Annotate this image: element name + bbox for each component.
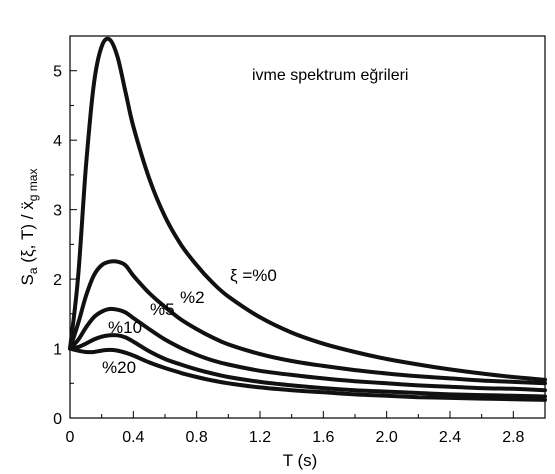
chart-title: ivme spektrum eğrileri xyxy=(252,67,408,84)
x-tick-label: 0 xyxy=(66,429,75,446)
y-tick-label: 3 xyxy=(53,203,62,220)
series-label-20: %20 xyxy=(102,358,136,377)
y-tick-label: 0 xyxy=(53,411,62,428)
series-line-5 xyxy=(68,306,547,393)
series-layer xyxy=(68,36,547,402)
x-tick-label: 0.8 xyxy=(186,429,208,446)
plot-area-border xyxy=(69,35,546,419)
x-tick-label: 2.4 xyxy=(439,429,461,446)
series-label-2: %2 xyxy=(180,288,205,307)
x-axis-ticks: 0 0.4 0.8 1.2 1.6 2.0 2.4 2.8 xyxy=(66,411,546,446)
y-tick-label: 4 xyxy=(53,133,62,150)
x-axis-title: T (s) xyxy=(283,451,318,470)
y-axis-title-middle: (ξ, T) / ẍ xyxy=(18,201,37,268)
x-tick-label: 2.8 xyxy=(502,429,524,446)
x-tick-label: 0.4 xyxy=(122,429,144,446)
x-tick-label: 1.2 xyxy=(249,429,271,446)
x-tick-label: 1.6 xyxy=(312,429,334,446)
plot-frame xyxy=(69,35,546,419)
x-tick-label: 2.0 xyxy=(376,429,398,446)
y-axis-title-sub-g: g xyxy=(26,195,40,202)
series-line-10 xyxy=(68,333,547,399)
series-line-xi0 xyxy=(68,36,547,382)
series-label-10: %10 xyxy=(108,318,142,337)
series-line-2 xyxy=(68,259,547,386)
series-label-xi0: ξ =%0 xyxy=(230,266,277,285)
y-tick-label: 2 xyxy=(53,272,62,289)
series-line-20 xyxy=(68,346,547,402)
y-axis-ticks: 0 1 2 3 4 5 xyxy=(53,64,77,428)
y-axis-title-s: S xyxy=(18,274,37,285)
y-tick-label: 5 xyxy=(53,64,62,81)
y-axis-title-sub-a: a xyxy=(26,267,40,274)
y-axis-title: Sa (ξ, T) / ẍg max xyxy=(18,169,40,286)
y-tick-label: 1 xyxy=(53,342,62,359)
series-label-5: %5 xyxy=(150,300,175,319)
y-axis-title-sub-max: max xyxy=(26,169,40,195)
